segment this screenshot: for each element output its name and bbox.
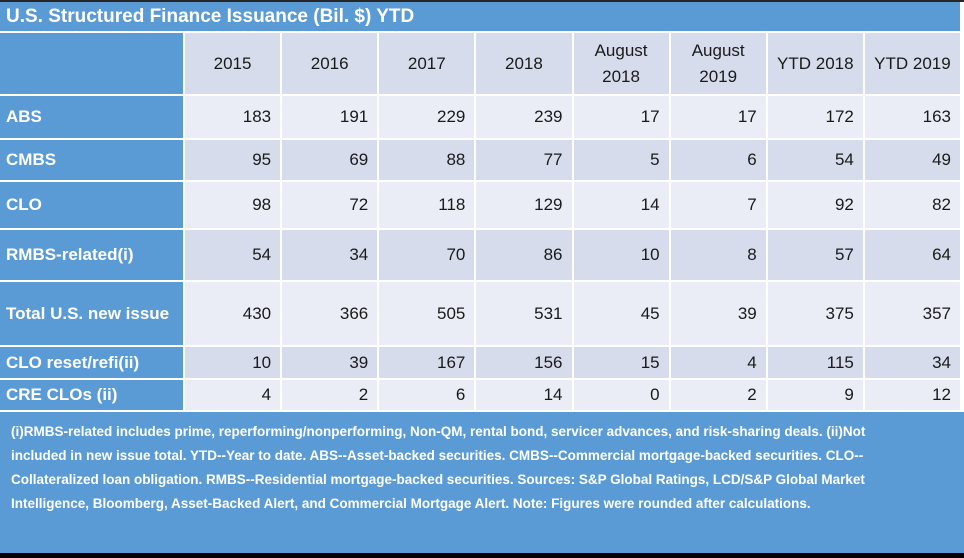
value-cell: 39 <box>670 282 766 345</box>
value-cell: 156 <box>476 347 572 378</box>
value-cell: 10 <box>573 230 669 280</box>
value-cell: 34 <box>864 347 960 378</box>
table-row: CLO 98 72 118 129 14 7 92 82 <box>0 182 960 228</box>
column-header: YTD 2019 <box>864 33 960 94</box>
table-row: Total U.S. new issue 430 366 505 531 45 39 375 3… <box>0 282 960 345</box>
value-cell: 118 <box>379 182 475 228</box>
value-cell: 129 <box>476 182 572 228</box>
row-label: RMBS-related(i) <box>0 230 183 280</box>
value-cell: 191 <box>282 96 378 138</box>
value-cell: 2 <box>282 380 378 410</box>
value-cell: 183 <box>185 96 281 138</box>
value-cell: 98 <box>185 182 281 228</box>
value-cell: 2 <box>670 380 766 410</box>
value-cell: 82 <box>864 182 960 228</box>
value-cell: 86 <box>476 230 572 280</box>
column-header: 2016 <box>282 33 378 94</box>
table: 2015 2016 2017 2018 August 2018 August 2019 YT… <box>0 33 960 410</box>
value-cell: 229 <box>379 96 475 138</box>
value-cell: 34 <box>282 230 378 280</box>
header-row: 2015 2016 2017 2018 August 2018 August 2019 YT… <box>0 33 960 94</box>
column-header: August 2019 <box>670 33 766 94</box>
footnote-text: (i)RMBS-related includes prime, reperfor… <box>0 412 964 553</box>
value-cell: 6 <box>670 140 766 180</box>
column-header: 2015 <box>185 33 281 94</box>
value-cell: 505 <box>379 282 475 345</box>
value-cell: 5 <box>573 140 669 180</box>
corner-cell <box>0 33 183 94</box>
value-cell: 167 <box>379 347 475 378</box>
value-cell: 54 <box>767 140 863 180</box>
value-cell: 7 <box>670 182 766 228</box>
column-header: August 2018 <box>573 33 669 94</box>
value-cell: 45 <box>573 282 669 345</box>
value-cell: 88 <box>379 140 475 180</box>
value-cell: 64 <box>864 230 960 280</box>
value-cell: 430 <box>185 282 281 345</box>
value-cell: 92 <box>767 182 863 228</box>
row-label: ABS <box>0 96 183 138</box>
value-cell: 54 <box>185 230 281 280</box>
value-cell: 49 <box>864 140 960 180</box>
page-title: U.S. Structured Finance Issuance (Bil. $… <box>0 2 960 31</box>
row-label: CLO reset/refi(ii) <box>0 347 183 378</box>
value-cell: 375 <box>767 282 863 345</box>
row-label: CMBS <box>0 140 183 180</box>
value-cell: 15 <box>573 347 669 378</box>
table-row: CMBS 95 69 88 77 5 6 54 49 <box>0 140 960 180</box>
value-cell: 0 <box>573 380 669 410</box>
value-cell: 39 <box>282 347 378 378</box>
table-row: ABS 183 191 229 239 17 17 172 163 <box>0 96 960 138</box>
value-cell: 14 <box>573 182 669 228</box>
value-cell: 17 <box>573 96 669 138</box>
value-cell: 69 <box>282 140 378 180</box>
row-label: Total U.S. new issue <box>0 282 183 345</box>
value-cell: 10 <box>185 347 281 378</box>
value-cell: 12 <box>864 380 960 410</box>
value-cell: 6 <box>379 380 475 410</box>
value-cell: 17 <box>670 96 766 138</box>
row-label: CRE CLOs (ii) <box>0 380 183 410</box>
value-cell: 72 <box>282 182 378 228</box>
value-cell: 70 <box>379 230 475 280</box>
value-cell: 531 <box>476 282 572 345</box>
value-cell: 95 <box>185 140 281 180</box>
row-label: CLO <box>0 182 183 228</box>
value-cell: 77 <box>476 140 572 180</box>
value-cell: 9 <box>767 380 863 410</box>
value-cell: 4 <box>185 380 281 410</box>
value-cell: 239 <box>476 96 572 138</box>
value-cell: 4 <box>670 347 766 378</box>
value-cell: 14 <box>476 380 572 410</box>
column-header: 2018 <box>476 33 572 94</box>
value-cell: 115 <box>767 347 863 378</box>
column-header: 2017 <box>379 33 475 94</box>
value-cell: 8 <box>670 230 766 280</box>
table-row: RMBS-related(i) 54 34 70 86 10 8 57 64 <box>0 230 960 280</box>
value-cell: 57 <box>767 230 863 280</box>
column-header: YTD 2018 <box>767 33 863 94</box>
value-cell: 172 <box>767 96 863 138</box>
table-row: CLO reset/refi(ii) 10 39 167 156 15 4 115 34 <box>0 347 960 378</box>
value-cell: 357 <box>864 282 960 345</box>
value-cell: 366 <box>282 282 378 345</box>
value-cell: 163 <box>864 96 960 138</box>
table-row: CRE CLOs (ii) 4 2 6 14 0 2 9 12 <box>0 380 960 410</box>
